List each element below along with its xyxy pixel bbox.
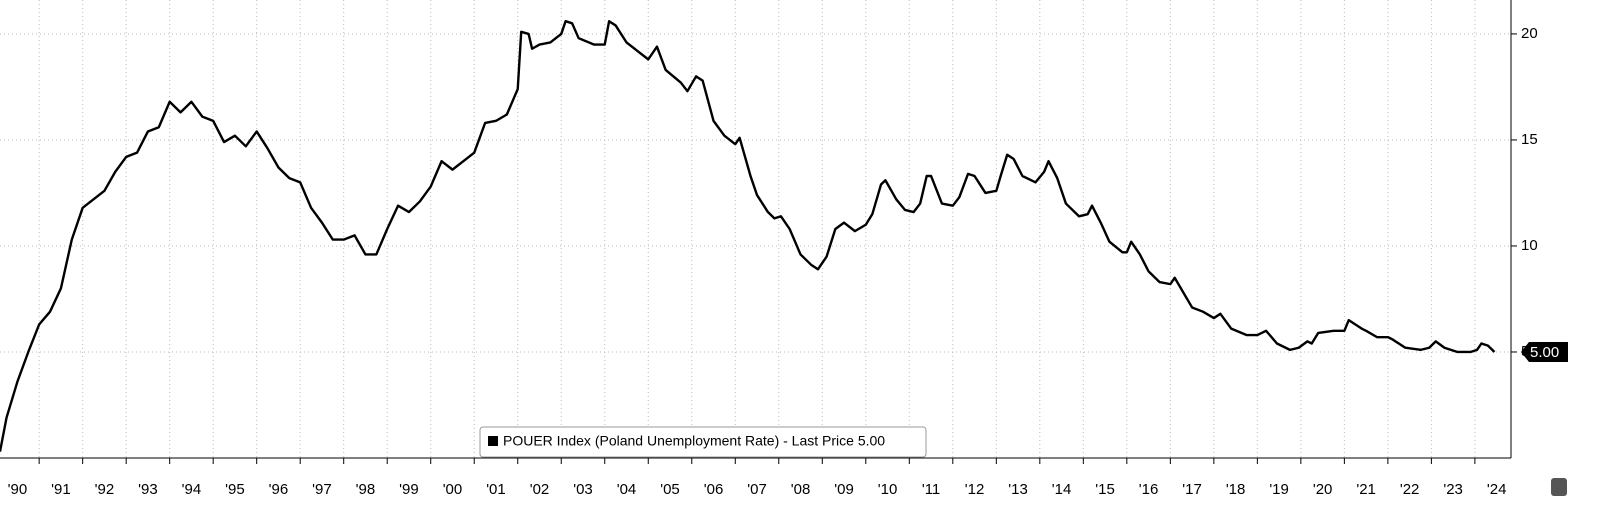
last-price-tag xyxy=(1521,341,1568,362)
last-price-label: 5.00 xyxy=(1530,344,1559,361)
x-tick-label: '19 xyxy=(1269,481,1289,498)
x-tick-label: '93 xyxy=(138,481,158,498)
x-tick-label: '01 xyxy=(486,481,506,498)
x-tick-label: '12 xyxy=(965,481,985,498)
x-tick-label: '99 xyxy=(399,481,419,498)
y-tick-label: 10 xyxy=(1521,237,1538,254)
y-tick-label: 20 xyxy=(1521,25,1538,42)
x-tick-label: '14 xyxy=(1052,481,1072,498)
x-tick-label: '98 xyxy=(356,481,376,498)
x-tick-label: '09 xyxy=(834,481,854,498)
x-tick-label: '91 xyxy=(51,481,71,498)
x-tick-label: '95 xyxy=(225,481,245,498)
x-tick-label: '07 xyxy=(747,481,767,498)
x-tick-label: '92 xyxy=(95,481,115,498)
x-tick-label: '23 xyxy=(1443,481,1463,498)
x-tick-label: '13 xyxy=(1008,481,1028,498)
legend-box xyxy=(479,426,927,458)
x-tick-label: '96 xyxy=(269,481,289,498)
legend: POUER Index (Poland Unemployment Rate) -… xyxy=(479,426,927,458)
x-tick-label: '04 xyxy=(617,481,637,498)
x-tick-label: '10 xyxy=(878,481,898,498)
x-tick-label: '03 xyxy=(573,481,593,498)
x-tick-label: '11 xyxy=(922,481,940,498)
x-tick-label: '08 xyxy=(791,481,811,498)
x-tick-label: '20 xyxy=(1313,481,1333,498)
x-tick-label: '24 xyxy=(1487,481,1507,498)
x-tick-label: '00 xyxy=(443,481,463,498)
x-tick-label: '05 xyxy=(660,481,680,498)
menu-icon[interactable] xyxy=(1551,478,1567,496)
legend-swatch xyxy=(488,436,498,446)
x-tick-label: '15 xyxy=(1095,481,1115,498)
x-tick-label: '21 xyxy=(1356,481,1376,498)
x-tick-label: '16 xyxy=(1139,481,1159,498)
y-tick-label: 15 xyxy=(1521,131,1538,148)
legend-label: POUER Index (Poland Unemployment Rate) -… xyxy=(503,433,885,449)
x-tick-label: '97 xyxy=(312,481,332,498)
x-tick-label: '94 xyxy=(182,481,202,498)
x-tick-label: '06 xyxy=(704,481,724,498)
x-tick-label: '02 xyxy=(530,481,550,498)
x-tick-label: '17 xyxy=(1182,481,1202,498)
x-tick-label: '18 xyxy=(1226,481,1246,498)
x-tick-label: '90 xyxy=(8,481,28,498)
x-tick-label: '22 xyxy=(1400,481,1420,498)
data-line xyxy=(0,20,1496,452)
